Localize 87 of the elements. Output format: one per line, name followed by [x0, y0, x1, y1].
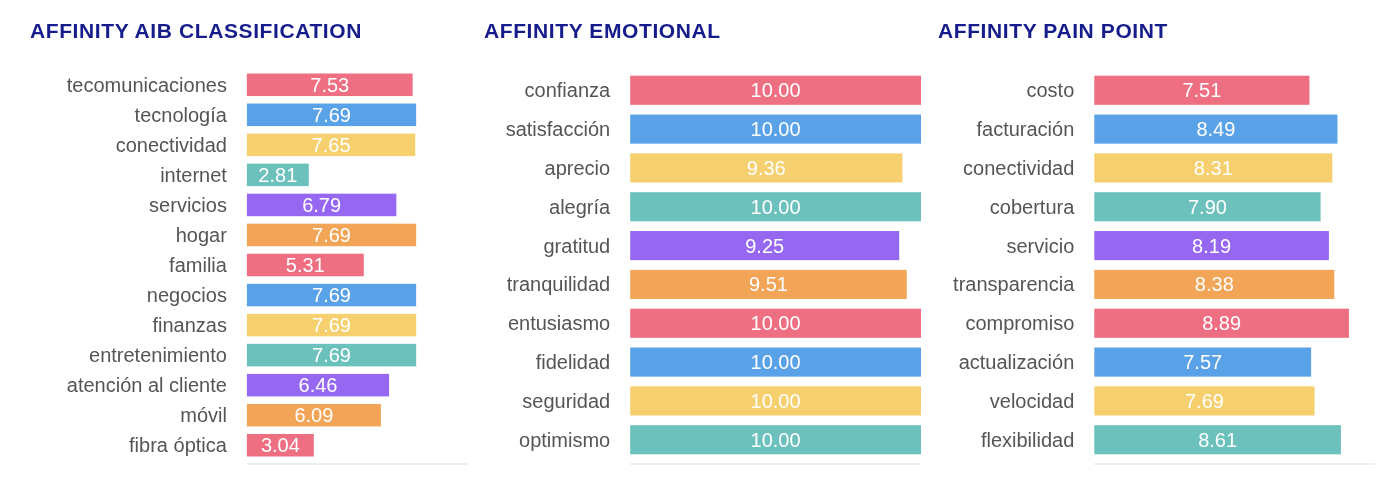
data-label: 7.53 [310, 73, 350, 96]
y-tick-label: conectividad [115, 133, 227, 156]
y-tick-label: facturación [976, 118, 1075, 141]
data-label: 7.65 [311, 133, 351, 156]
data-label: 8.49 [1196, 118, 1236, 141]
y-tick-label: cobertura [989, 195, 1076, 218]
bar [1094, 308, 1349, 338]
chart-title: AFFINITY AIB CLASSIFICATION [30, 19, 362, 42]
y-tick-label: familia [169, 254, 228, 276]
bar [1094, 425, 1341, 455]
y-tick-label: móvil [180, 404, 227, 427]
bar [246, 313, 417, 337]
y-tick-label: hogar [175, 223, 228, 246]
chart-title: AFFINITY EMOTIONAL [484, 19, 721, 42]
data-label: 9.36 [746, 156, 786, 179]
data-label: 7.51 [1182, 79, 1222, 102]
data-label: 8.38 [1194, 273, 1234, 296]
data-label: 7.69 [312, 314, 351, 337]
data-label: 9.25 [745, 234, 785, 257]
y-tick-label: atención al cliente [66, 374, 227, 397]
data-label: 7.69 [312, 284, 351, 307]
data-label: 2.81 [258, 163, 298, 186]
data-label: 8.19 [1192, 234, 1232, 257]
y-tick-label: satisfacción [505, 118, 611, 141]
data-label: 10.00 [750, 195, 801, 218]
y-tick-label: alegría [549, 195, 612, 218]
y-tick-label: aprecio [544, 156, 611, 179]
bar [246, 283, 417, 307]
bar [1094, 192, 1321, 222]
y-tick-label: fibra óptica [129, 434, 228, 457]
y-tick-label: fidelidad [535, 351, 611, 374]
data-label: 8.89 [1202, 312, 1242, 335]
data-label: 10.00 [750, 79, 801, 102]
y-tick-label: tecomunicaciones [66, 73, 227, 96]
data-label: 6.79 [302, 193, 342, 216]
bar [246, 103, 417, 127]
data-label: 10.00 [750, 428, 801, 451]
y-tick-label: flexibilidad [980, 428, 1075, 451]
data-label: 10.00 [750, 118, 801, 141]
bar [246, 223, 417, 247]
y-tick-label: entretenimiento [89, 344, 227, 367]
y-tick-label: servicios [149, 193, 227, 216]
y-tick-label: servicio [1006, 234, 1075, 257]
bar [1094, 347, 1312, 377]
bar [1094, 269, 1335, 299]
bar [246, 73, 413, 97]
y-tick-label: optimismo [519, 428, 611, 451]
y-tick-label: negocios [146, 284, 227, 307]
y-tick-label: finanzas [152, 314, 227, 337]
data-label: 7.69 [312, 344, 351, 367]
data-label: 9.51 [749, 273, 788, 296]
bar [246, 343, 417, 367]
y-tick-label: seguridad [522, 389, 611, 412]
bar [1094, 231, 1329, 261]
y-tick-label: transparencia [953, 273, 1076, 296]
y-tick-label: compromiso [965, 312, 1075, 335]
data-label: 3.04 [260, 434, 300, 457]
data-label: 6.09 [294, 404, 334, 427]
bar [1094, 386, 1315, 416]
y-tick-label: tecnología [134, 103, 228, 126]
data-label: 7.57 [1183, 351, 1223, 374]
y-tick-label: internet [160, 163, 228, 186]
data-label: 8.61 [1198, 428, 1238, 451]
y-tick-label: gratitud [543, 234, 611, 257]
y-tick-label: tranquilidad [506, 273, 611, 296]
data-label: 7.69 [312, 103, 351, 126]
chart-title: AFFINITY PAIN POINT [938, 19, 1168, 42]
bar [246, 133, 416, 157]
y-tick-label: actualización [958, 351, 1075, 374]
bar [1094, 153, 1333, 183]
y-tick-label: velocidad [989, 389, 1075, 412]
data-label: 10.00 [750, 312, 801, 335]
y-tick-label: confianza [524, 79, 612, 102]
bar [1094, 75, 1310, 105]
data-label: 7.69 [1184, 389, 1224, 412]
data-label: 8.31 [1193, 156, 1233, 179]
y-tick-label: entusiasmo [507, 312, 611, 335]
bar [246, 193, 397, 217]
data-label: 7.90 [1187, 195, 1227, 218]
data-label: 10.00 [750, 351, 801, 374]
data-label: 6.46 [298, 374, 338, 397]
y-tick-label: conectividad [963, 156, 1075, 179]
bar [1094, 114, 1338, 144]
y-tick-label: costo [1026, 79, 1075, 102]
data-label: 5.31 [285, 254, 325, 276]
data-label: 10.00 [750, 389, 801, 412]
data-label: 7.69 [312, 223, 351, 246]
